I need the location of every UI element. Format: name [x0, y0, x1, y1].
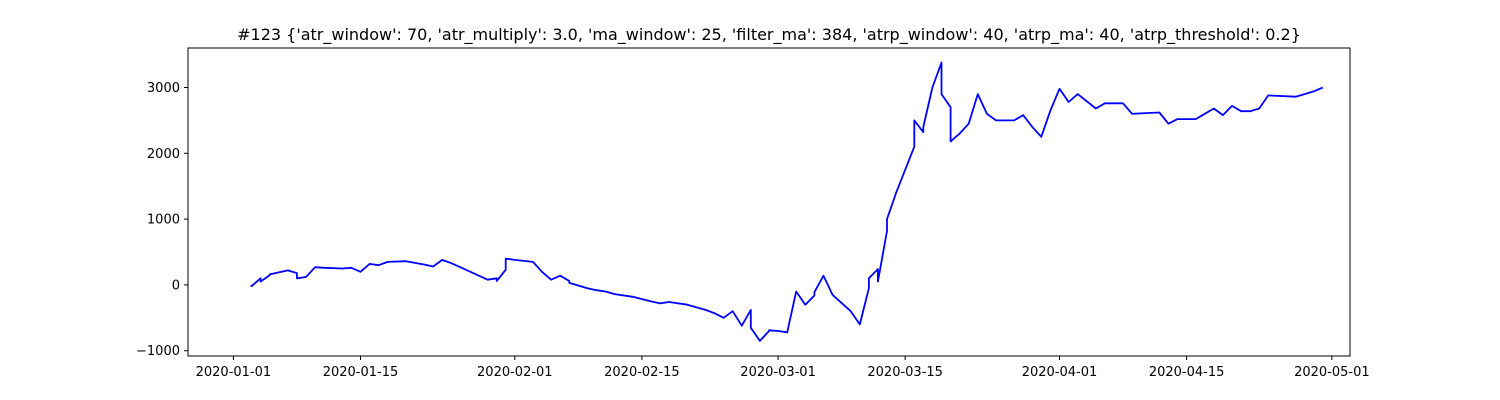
x-tick-label: 2020-03-15	[867, 365, 943, 380]
x-tick-label: 2020-04-15	[1149, 365, 1225, 380]
x-tick-label: 2020-05-01	[1294, 365, 1370, 380]
y-tick-label: 2000	[147, 147, 180, 162]
x-tick-label: 2020-02-15	[604, 365, 680, 380]
y-tick-label: 0	[172, 278, 180, 293]
y-tick-label: −1000	[136, 344, 180, 359]
series-layer	[250, 61, 1324, 342]
y-axis: −1000 0 1000 2000 3000	[136, 81, 188, 359]
series-line	[250, 61, 1324, 342]
x-tick-label: 2020-04-01	[1022, 365, 1098, 380]
y-tick-label: 3000	[147, 81, 180, 96]
x-axis: 2020-01-01 2020-01-15 2020-02-01 2020-02-15…	[196, 356, 1370, 380]
x-tick-label: 2020-01-01	[196, 365, 272, 380]
x-tick-label: 2020-02-01	[477, 365, 553, 380]
plot-area-frame	[187, 47, 1351, 357]
y-tick-label: 1000	[147, 213, 180, 228]
x-tick-label: 2020-03-01	[740, 365, 816, 380]
x-tick-label: 2020-01-15	[323, 365, 399, 380]
chart-title: #123 {'atr_window': 70, 'atr_multiply': …	[237, 25, 1301, 45]
